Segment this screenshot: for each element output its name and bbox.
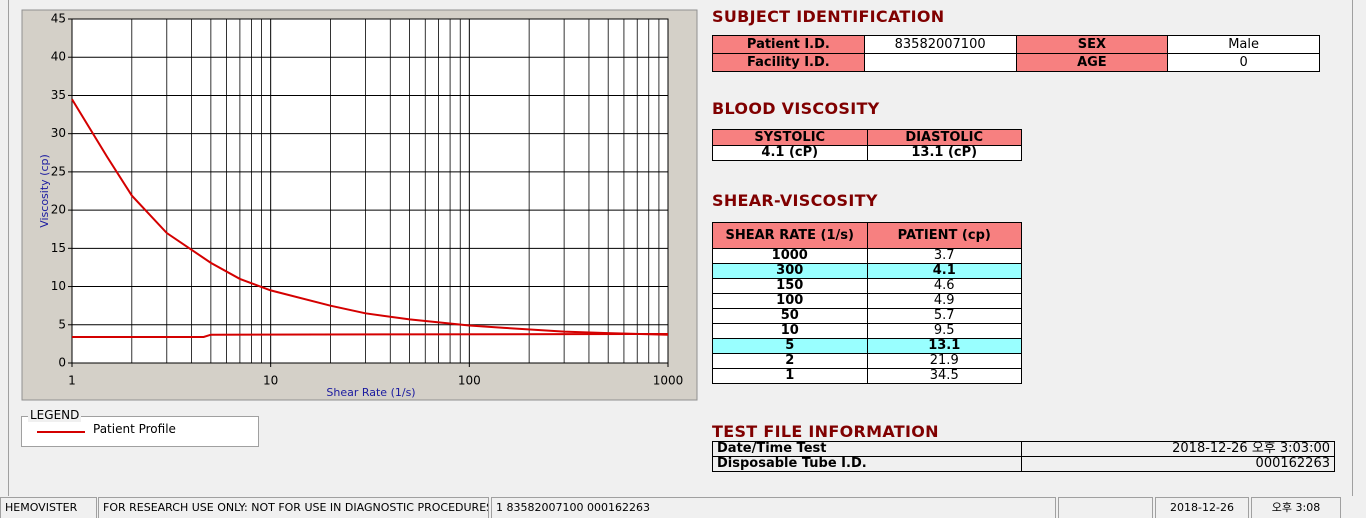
label: Patient I.D.	[712, 35, 865, 54]
patient-value: 4.6	[866, 278, 1022, 294]
status-cell: 2018-12-26	[1155, 497, 1249, 518]
series-line	[71, 98, 669, 336]
frame-edge	[1352, 0, 1353, 496]
shear-rate: 2	[712, 353, 868, 369]
value: Male	[1167, 35, 1320, 54]
y-tick-label: 35	[51, 88, 66, 102]
table-row: 100 4.9	[712, 293, 1022, 309]
x-tick-label: 1000	[653, 374, 684, 388]
y-tick-label: 40	[51, 50, 66, 64]
table-row: 300 4.1	[712, 263, 1022, 279]
section-title: SHEAR-VISCOSITY	[712, 191, 878, 210]
value: 4.1 (cP)	[712, 145, 868, 161]
section-title: TEST FILE INFORMATION	[712, 422, 939, 441]
y-tick-label: 10	[51, 279, 66, 293]
table-row: 50 5.7	[712, 308, 1022, 324]
y-tick-label: 25	[51, 164, 66, 178]
table-row: Disposable Tube I.D. 000162263	[712, 456, 1335, 472]
value	[863, 53, 1017, 72]
blood-table: SYSTOLIC DIASTOLIC 4.1 (cP) 13.1 (cP)	[712, 129, 1022, 161]
header: SHEAR RATE (1/s)	[712, 222, 868, 249]
patient-value: 4.9	[866, 293, 1022, 309]
label: Date/Time Test	[712, 441, 1022, 457]
shear-rate: 150	[712, 278, 868, 294]
shear-rate: 50	[712, 308, 868, 324]
label: AGE	[1015, 53, 1169, 72]
patient-value: 9.5	[866, 323, 1022, 339]
y-tick-label: 20	[51, 203, 66, 217]
section-title: BLOOD VISCOSITY	[712, 99, 880, 118]
status-cell: 오후 3:08	[1251, 497, 1341, 518]
plot-area	[72, 19, 668, 363]
shear-rate: 5	[712, 338, 868, 354]
y-tick-label: 45	[51, 12, 66, 26]
table-row: Date/Time Test 2018-12-26 오후 3:03:00	[712, 441, 1335, 457]
patient-value: 3.7	[866, 248, 1022, 264]
header: DIASTOLIC	[866, 129, 1022, 146]
table-row: 150 4.6	[712, 278, 1022, 294]
value: 83582007100	[863, 35, 1017, 54]
series-line	[72, 332, 669, 339]
table-row: 2 21.9	[712, 353, 1022, 369]
table-row: 5 13.1	[712, 338, 1022, 354]
status-cell	[1058, 497, 1153, 518]
y-tick-label: 30	[51, 126, 66, 140]
value: 2018-12-26 오후 3:03:00	[1021, 441, 1335, 457]
value: 000162263	[1021, 456, 1335, 472]
label: Facility I.D.	[712, 53, 865, 72]
shear-rate: 100	[712, 293, 868, 309]
y-axis-title: Viscosity (cp)	[38, 154, 51, 228]
patient-value: 4.1	[866, 263, 1022, 279]
x-axis-title: Shear Rate (1/s)	[326, 386, 415, 399]
legend-swatch	[37, 431, 85, 433]
legend-title: LEGEND	[28, 408, 82, 422]
test-file-table: Date/Time Test 2018-12-26 오후 3:03:00 Dispo…	[712, 441, 1335, 472]
chart: Viscosity (cp) Shear Rate (1/s) 1 10 100 10…	[21, 9, 698, 401]
y-tick-label: 15	[51, 241, 66, 255]
patient-value: 5.7	[866, 308, 1022, 324]
table-row: 1000 3.7	[712, 248, 1022, 264]
patient-value: 34.5	[866, 368, 1022, 384]
subject-table: Patient I.D. 83582007100 SEX Male Facility …	[712, 35, 1320, 72]
shear-rate: 1	[712, 368, 868, 384]
frame-edge	[8, 0, 9, 496]
patient-value: 13.1	[866, 338, 1022, 354]
header: SYSTOLIC	[712, 129, 868, 146]
status-cell: HEMOVISTER	[0, 497, 97, 518]
patient-value: 21.9	[866, 353, 1022, 369]
shear-table: SHEAR RATE (1/s) PATIENT (cp) 1000 3.7 300 4…	[712, 222, 1022, 384]
header: PATIENT (cp)	[866, 222, 1022, 249]
x-tick-label: 10	[263, 374, 278, 388]
table-row: 1 34.5	[712, 368, 1022, 384]
y-tick-label: 5	[58, 317, 66, 331]
value: 13.1 (cP)	[866, 145, 1022, 161]
label: SEX	[1015, 35, 1169, 54]
table-row: 10 9.5	[712, 323, 1022, 339]
label: Disposable Tube I.D.	[712, 456, 1022, 472]
value: 0	[1167, 53, 1320, 72]
shear-rate: 10	[712, 323, 868, 339]
section-title: SUBJECT IDENTIFICATION	[712, 7, 945, 26]
status-cell: FOR RESEARCH USE ONLY: NOT FOR USE IN DI…	[98, 497, 489, 518]
x-tick-label: 100	[458, 374, 481, 388]
legend-label: Patient Profile	[93, 422, 176, 436]
x-tick-label: 1	[68, 374, 76, 388]
status-cell: 1 83582007100 000162263	[491, 497, 1056, 518]
y-tick-label: 0	[58, 356, 66, 370]
shear-rate: 1000	[712, 248, 868, 264]
plot-frame	[71, 18, 669, 364]
shear-rate: 300	[712, 263, 868, 279]
